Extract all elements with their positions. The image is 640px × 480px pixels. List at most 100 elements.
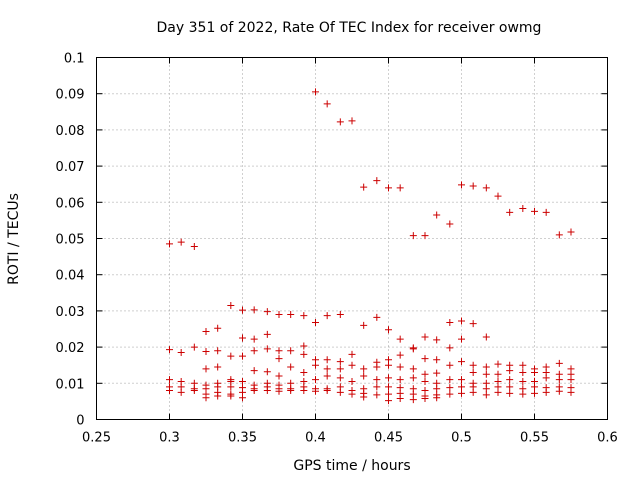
data-point xyxy=(494,388,502,396)
data-point xyxy=(250,387,258,395)
data-point xyxy=(385,374,392,382)
data-point xyxy=(227,301,235,309)
data-point xyxy=(323,365,331,373)
data-point xyxy=(396,351,404,359)
data-point xyxy=(482,363,490,371)
x-tick-label: 0.55 xyxy=(520,431,549,446)
data-point xyxy=(239,306,246,314)
data-point xyxy=(446,318,454,326)
data-point xyxy=(300,368,308,376)
data-point xyxy=(446,361,454,369)
data-point xyxy=(373,313,381,321)
data-point xyxy=(421,395,429,403)
data-point xyxy=(263,387,271,395)
y-tick-label: 0.05 xyxy=(56,233,85,248)
data-point xyxy=(409,232,417,240)
data-point xyxy=(469,388,477,396)
data-point xyxy=(567,228,575,236)
data-point xyxy=(482,333,490,341)
data-point xyxy=(469,361,477,369)
data-point xyxy=(446,220,454,228)
x-tick-label: 0.25 xyxy=(82,431,111,446)
data-point xyxy=(506,389,514,397)
data-point xyxy=(227,383,235,391)
data-point xyxy=(348,350,356,358)
data-point xyxy=(263,308,271,316)
data-point xyxy=(300,350,308,358)
data-point xyxy=(166,240,173,248)
data-point xyxy=(287,311,295,319)
data-point xyxy=(250,306,258,314)
y-tick-label: 0 xyxy=(76,414,84,429)
data-point xyxy=(396,376,404,384)
data-point xyxy=(396,363,404,371)
y-tick-label: 0.09 xyxy=(56,88,85,103)
data-point xyxy=(323,356,331,364)
data-point xyxy=(348,117,356,125)
data-point xyxy=(542,388,550,396)
data-point xyxy=(190,343,198,351)
data-point xyxy=(433,336,441,344)
plot-frame xyxy=(96,57,608,420)
x-tick-label: 0.5 xyxy=(451,431,472,446)
data-point xyxy=(433,211,441,219)
data-point xyxy=(348,390,356,398)
data-point xyxy=(336,365,344,373)
data-point xyxy=(469,368,477,376)
data-point xyxy=(323,372,331,380)
data-point xyxy=(202,347,210,355)
data-point xyxy=(531,368,538,376)
data-point xyxy=(239,352,246,360)
data-point xyxy=(433,385,441,393)
data-point xyxy=(385,361,392,369)
data-point xyxy=(421,355,429,363)
y-tick-label: 0.04 xyxy=(56,269,85,284)
data-point xyxy=(567,376,575,384)
data-point xyxy=(250,335,258,343)
data-point xyxy=(166,376,173,384)
data-point xyxy=(446,344,454,352)
data-point xyxy=(385,383,392,391)
data-point xyxy=(348,361,356,369)
data-point xyxy=(263,368,271,376)
data-point xyxy=(506,376,514,384)
data-point xyxy=(312,387,319,395)
data-point xyxy=(360,372,368,380)
data-point xyxy=(348,377,356,385)
data-point xyxy=(360,321,368,329)
data-point xyxy=(166,346,173,354)
data-point xyxy=(263,330,271,338)
data-point xyxy=(482,391,490,399)
data-point xyxy=(555,359,563,367)
data-point xyxy=(360,183,368,191)
y-tick-label: 0.01 xyxy=(56,377,85,392)
data-point xyxy=(385,184,392,192)
data-point xyxy=(275,311,283,319)
data-point xyxy=(531,383,538,391)
data-point xyxy=(469,182,477,190)
data-point xyxy=(239,394,246,402)
data-point xyxy=(446,390,454,398)
data-point xyxy=(227,352,235,360)
data-point xyxy=(409,365,417,373)
data-point xyxy=(239,377,246,385)
data-point xyxy=(323,312,331,320)
data-point xyxy=(373,391,381,399)
data-point xyxy=(275,347,283,355)
axis-ticks: 0.25 0.3 0.35 0.4 0.45 0.5 0.55 0.6 0 0.01 0.02 0.0… xyxy=(56,52,618,446)
data-point xyxy=(446,376,454,384)
data-point xyxy=(396,395,404,403)
data-point xyxy=(494,360,502,368)
data-point xyxy=(190,387,198,395)
data-point xyxy=(190,242,198,250)
data-point xyxy=(373,177,381,185)
data-point xyxy=(373,363,381,371)
x-axis-label: GPS time / hours xyxy=(293,458,410,474)
data-point xyxy=(250,367,258,375)
data-point xyxy=(542,374,550,382)
data-point xyxy=(312,88,319,96)
y-tick-label: 0.03 xyxy=(56,305,85,320)
data-point xyxy=(506,383,514,391)
data-point xyxy=(323,387,331,395)
